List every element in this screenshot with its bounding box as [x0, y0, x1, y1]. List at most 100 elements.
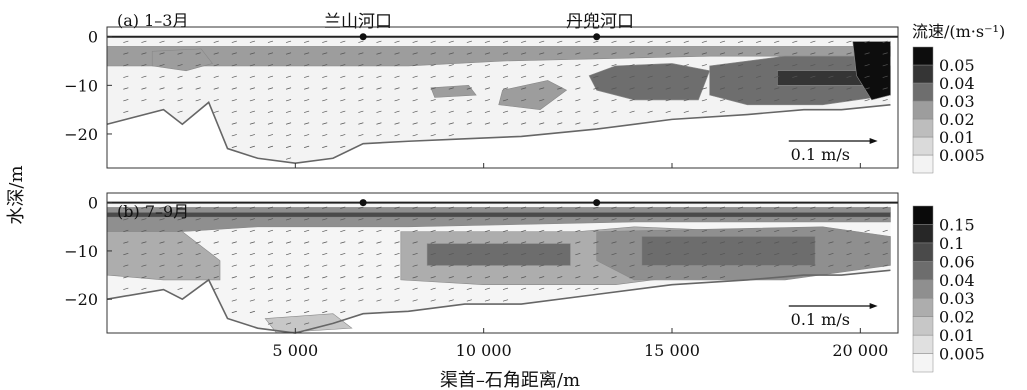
velocity-vector	[430, 252, 436, 256]
velocity-vector	[810, 40, 816, 43]
velocity-vector	[539, 276, 545, 279]
velocity-vector	[683, 52, 689, 55]
velocity-vector	[304, 206, 310, 209]
velocity-vector	[539, 87, 545, 90]
velocity-vector	[611, 218, 617, 221]
velocity-vector	[285, 157, 292, 160]
x-tick-label: 20 000	[832, 341, 888, 360]
velocity-vector	[358, 276, 364, 279]
velocity-vector	[737, 252, 744, 256]
velocity-vector	[774, 99, 780, 102]
velocity-vector	[358, 134, 364, 137]
velocity-vector	[792, 75, 798, 78]
velocity-vector	[340, 299, 346, 302]
colorbar-swatch	[912, 242, 934, 262]
velocity-vector	[249, 252, 255, 256]
velocity-vector	[340, 145, 346, 148]
velocity-vector	[213, 40, 219, 43]
velocity-vector	[575, 241, 581, 244]
velocity-vector	[629, 87, 635, 90]
velocity-vector	[376, 87, 382, 90]
velocity-vector	[611, 110, 617, 113]
velocity-vector	[539, 110, 545, 113]
colorbar-swatch	[912, 205, 934, 225]
velocity-vector	[340, 252, 346, 256]
velocity-vector	[141, 241, 147, 244]
velocity-vector	[394, 276, 400, 279]
velocity-vector	[340, 229, 346, 232]
velocity-vector	[141, 206, 147, 209]
velocity-vector	[304, 52, 310, 55]
velocity-vector	[828, 99, 834, 102]
velocity-vector	[249, 229, 255, 232]
velocity-vector	[285, 264, 292, 267]
velocity-vector	[647, 99, 653, 102]
velocity-vector	[846, 241, 852, 244]
velocity-vector	[249, 52, 255, 55]
velocity-vector	[267, 322, 274, 325]
velocity-vector	[376, 52, 382, 55]
velocity-vector	[701, 276, 707, 279]
velocity-vector	[701, 264, 707, 267]
velocity-vector	[864, 252, 870, 256]
velocity-vector	[484, 122, 491, 125]
velocity-vector	[448, 229, 454, 232]
colorbar-tick-label: 0.01	[939, 326, 975, 345]
velocity-vector	[448, 299, 454, 302]
velocity-vector	[412, 64, 418, 67]
velocity-vector	[249, 264, 255, 267]
velocity-vector	[882, 64, 888, 67]
velocity-vector	[520, 252, 527, 256]
velocity-vector	[358, 64, 364, 67]
velocity-vector	[322, 218, 328, 221]
velocity-vector	[376, 252, 382, 256]
velocity-vector	[792, 229, 798, 232]
velocity-vector	[647, 218, 653, 221]
velocity-vector	[539, 241, 545, 244]
velocity-vector	[864, 40, 870, 43]
velocity-vector	[593, 287, 599, 290]
velocity-vector	[737, 40, 744, 43]
velocity-vector	[502, 229, 509, 232]
velocity-vector	[665, 229, 671, 232]
velocity-vector	[123, 241, 129, 244]
velocity-vector	[864, 87, 870, 90]
velocity-vector	[304, 110, 310, 113]
velocity-vector	[448, 241, 454, 244]
velocity-vector	[629, 241, 635, 244]
velocity-vector	[249, 110, 255, 113]
velocity-vector	[828, 206, 834, 209]
velocity-vector	[340, 122, 346, 125]
velocity-vector	[593, 276, 599, 279]
velocity-vector	[774, 40, 780, 43]
velocity-vector	[285, 229, 292, 232]
velocity-vector	[195, 87, 201, 90]
velocity-vector	[249, 310, 255, 314]
velocity-vector	[177, 276, 183, 279]
velocity-vector	[448, 75, 454, 78]
velocity-vector	[231, 299, 237, 302]
velocity-vector	[629, 110, 635, 113]
velocity-vector	[159, 64, 165, 67]
velocity-vector	[412, 206, 418, 209]
velocity-vector	[701, 110, 707, 113]
velocity-vector	[322, 52, 328, 55]
velocity-vector	[719, 276, 726, 279]
velocity-vector	[502, 252, 509, 256]
velocity-vector	[647, 87, 653, 90]
velocity-vector	[557, 52, 563, 55]
velocity-vector	[267, 287, 274, 290]
velocity-vector	[213, 75, 219, 78]
velocity-vector	[629, 206, 635, 209]
velocity-vector	[358, 264, 364, 267]
velocity-vector	[466, 252, 472, 256]
velocity-vector	[792, 206, 798, 209]
velocity-vector	[177, 99, 183, 102]
velocity-vector	[159, 264, 165, 267]
velocity-vector	[665, 264, 671, 267]
velocity-vector	[520, 241, 527, 244]
velocity-vector	[593, 52, 599, 55]
x-axis-label: 渠首–石角距离/m	[440, 370, 580, 390]
velocity-vector	[466, 206, 472, 209]
velocity-vector	[249, 241, 255, 244]
